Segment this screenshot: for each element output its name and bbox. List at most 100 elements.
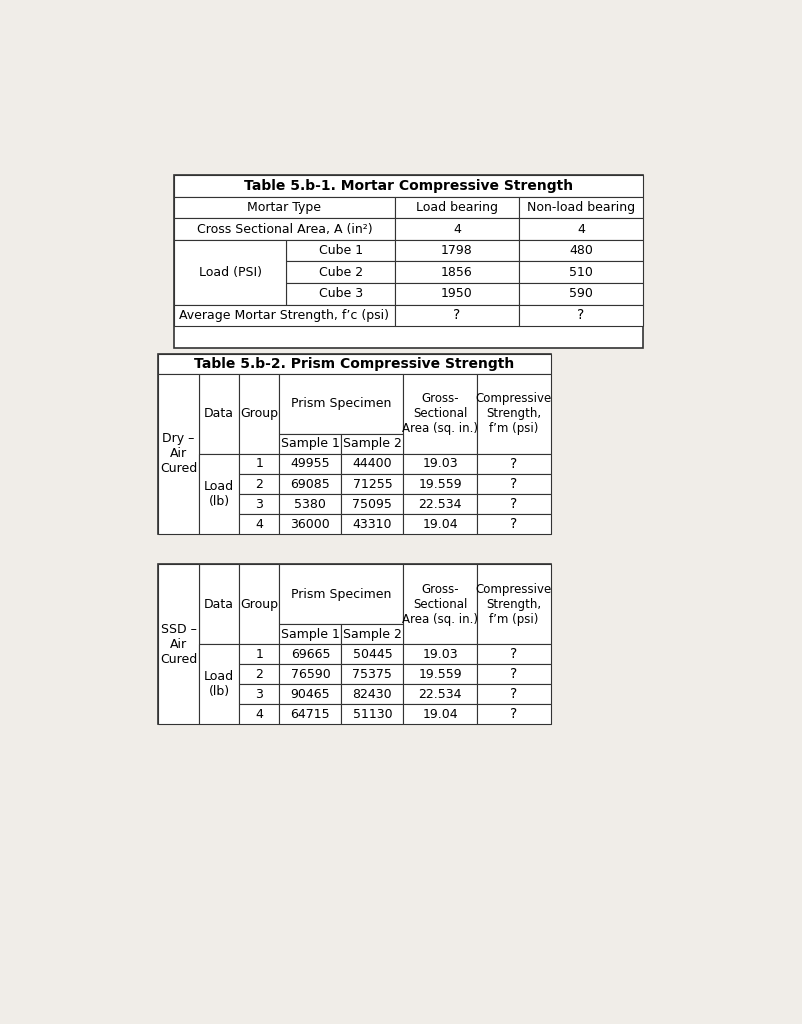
- Text: Table 5.b-1. Mortar Compressive Strength: Table 5.b-1. Mortar Compressive Strength: [244, 179, 573, 193]
- Text: 1798: 1798: [440, 244, 472, 257]
- Bar: [518, 283, 642, 304]
- Bar: [158, 564, 550, 724]
- Bar: [174, 175, 642, 197]
- Text: 75095: 75095: [352, 498, 392, 511]
- Text: 82430: 82430: [352, 688, 391, 700]
- Bar: [279, 374, 403, 434]
- Bar: [239, 705, 279, 724]
- Bar: [341, 494, 403, 514]
- Text: 19.559: 19.559: [418, 668, 461, 681]
- Bar: [174, 218, 395, 240]
- Text: Prism Specimen: Prism Specimen: [291, 588, 391, 601]
- Text: 51130: 51130: [352, 708, 391, 721]
- Text: Cube 1: Cube 1: [318, 244, 363, 257]
- Bar: [395, 261, 518, 283]
- Text: ?: ?: [509, 497, 516, 511]
- Text: 3: 3: [255, 688, 263, 700]
- Text: 1950: 1950: [440, 288, 472, 300]
- Bar: [476, 514, 550, 535]
- Text: 590: 590: [569, 288, 592, 300]
- Text: 1: 1: [255, 458, 263, 470]
- Text: 1: 1: [255, 648, 263, 660]
- Text: 22.534: 22.534: [418, 498, 461, 511]
- Text: 22.534: 22.534: [418, 688, 461, 700]
- Bar: [239, 564, 279, 644]
- Text: Compressive
Strength,
f’m (psi): Compressive Strength, f’m (psi): [475, 392, 551, 435]
- Text: Group: Group: [240, 408, 278, 421]
- Text: ?: ?: [577, 308, 584, 323]
- Bar: [476, 494, 550, 514]
- Text: 19.03: 19.03: [422, 648, 457, 660]
- Bar: [395, 240, 518, 261]
- Bar: [286, 261, 395, 283]
- Text: Average Mortar Strength, f’c (psi): Average Mortar Strength, f’c (psi): [179, 309, 389, 322]
- Bar: [174, 240, 286, 304]
- Text: ?: ?: [509, 708, 516, 721]
- Text: 76590: 76590: [290, 668, 330, 681]
- Bar: [403, 514, 476, 535]
- Bar: [341, 474, 403, 494]
- Bar: [341, 665, 403, 684]
- Text: 1856: 1856: [440, 266, 472, 279]
- Text: 5380: 5380: [294, 498, 326, 511]
- Bar: [403, 705, 476, 724]
- Text: Compressive
Strength,
f’m (psi): Compressive Strength, f’m (psi): [475, 583, 551, 626]
- Bar: [239, 514, 279, 535]
- Bar: [199, 374, 239, 454]
- Text: 19.04: 19.04: [422, 517, 457, 530]
- Bar: [395, 283, 518, 304]
- Text: 49955: 49955: [290, 458, 330, 470]
- Bar: [518, 197, 642, 218]
- Bar: [341, 625, 403, 644]
- Text: 19.03: 19.03: [422, 458, 457, 470]
- Text: ?: ?: [509, 477, 516, 492]
- Bar: [239, 374, 279, 454]
- Bar: [239, 684, 279, 705]
- Bar: [279, 705, 341, 724]
- Text: Gross-
Sectional
Area (sq. in.): Gross- Sectional Area (sq. in.): [402, 392, 478, 435]
- Text: 69665: 69665: [290, 648, 330, 660]
- Bar: [341, 644, 403, 665]
- Text: 4: 4: [452, 222, 460, 236]
- Text: ?: ?: [509, 687, 516, 701]
- Text: Load bearing: Load bearing: [415, 201, 497, 214]
- Text: 3: 3: [255, 498, 263, 511]
- Bar: [199, 644, 239, 724]
- Bar: [279, 434, 341, 454]
- Bar: [239, 454, 279, 474]
- Bar: [395, 197, 518, 218]
- Text: Load (PSI): Load (PSI): [198, 266, 261, 279]
- Text: Cross Sectional Area, A (in²): Cross Sectional Area, A (in²): [196, 222, 372, 236]
- Text: ?: ?: [509, 517, 516, 531]
- Bar: [518, 218, 642, 240]
- Bar: [279, 644, 341, 665]
- Bar: [279, 454, 341, 474]
- Text: 44400: 44400: [352, 458, 391, 470]
- Text: Prism Specimen: Prism Specimen: [291, 397, 391, 411]
- Text: 2: 2: [255, 477, 263, 490]
- Text: 36000: 36000: [290, 517, 330, 530]
- Bar: [341, 705, 403, 724]
- Text: 50445: 50445: [352, 648, 392, 660]
- Text: 480: 480: [569, 244, 592, 257]
- Bar: [476, 454, 550, 474]
- Bar: [518, 261, 642, 283]
- Bar: [158, 354, 550, 374]
- Bar: [341, 684, 403, 705]
- Text: Sample 2: Sample 2: [342, 628, 401, 641]
- Text: Data: Data: [204, 408, 233, 421]
- Bar: [239, 474, 279, 494]
- Text: SSD –
Air
Cured: SSD – Air Cured: [160, 623, 197, 666]
- Bar: [403, 564, 476, 644]
- Bar: [286, 283, 395, 304]
- Text: Data: Data: [204, 598, 233, 610]
- Bar: [476, 474, 550, 494]
- Bar: [476, 644, 550, 665]
- Bar: [279, 564, 403, 625]
- Text: ?: ?: [452, 308, 460, 323]
- Text: 510: 510: [569, 266, 592, 279]
- Text: Load
(lb): Load (lb): [204, 671, 233, 698]
- Text: Group: Group: [240, 598, 278, 610]
- Text: 4: 4: [255, 708, 263, 721]
- Text: 75375: 75375: [352, 668, 392, 681]
